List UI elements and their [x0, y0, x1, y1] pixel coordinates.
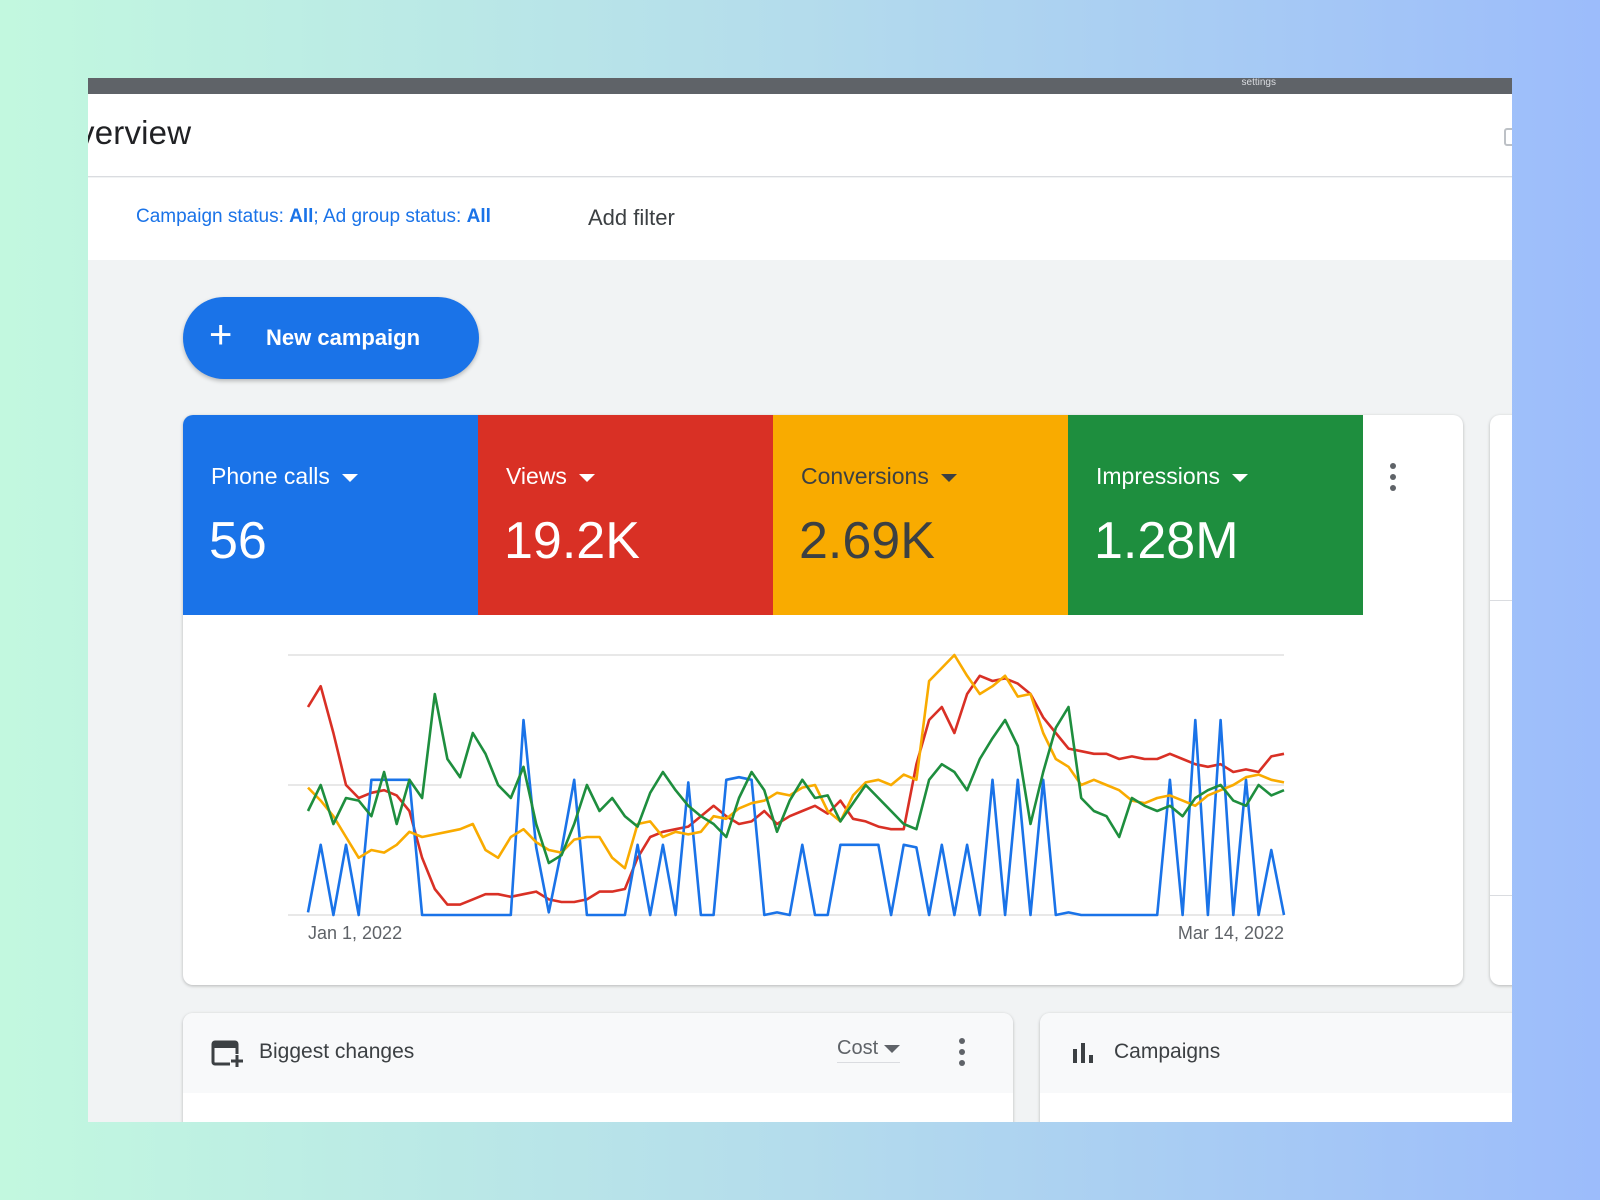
- biggest-changes-card: Biggest changes Cost: [183, 1013, 1013, 1122]
- plus-icon: +: [209, 313, 233, 357]
- bar-chart-icon: [1073, 1043, 1093, 1063]
- metric-tile-impressions[interactable]: Impressions 1.28M: [1068, 415, 1363, 615]
- metric-name[interactable]: Conversions: [801, 463, 957, 490]
- campaign-status-label: Campaign status:: [136, 206, 290, 227]
- new-campaign-label: New campaign: [266, 325, 421, 350]
- more-vert-icon[interactable]: [957, 1038, 967, 1068]
- chevron-down-icon: [578, 473, 595, 482]
- settings-link[interactable]: settings: [1241, 78, 1276, 88]
- expand-icon[interactable]: [1504, 128, 1512, 146]
- metric-name[interactable]: Phone calls: [211, 463, 358, 490]
- filter-separator: ;: [313, 206, 323, 227]
- series-line-2: [307, 653, 1285, 870]
- chart-grid: [288, 654, 1284, 916]
- metric-value: 2.69K: [799, 512, 935, 570]
- x-axis-start-label: Jan 1, 2022: [308, 923, 402, 943]
- metric-name-label: Conversions: [801, 463, 929, 489]
- metric-name[interactable]: Impressions: [1096, 463, 1248, 490]
- performance-chart: Jan 1, 2022 Mar 14, 2022: [288, 653, 1286, 943]
- metric-value: 56: [209, 512, 267, 570]
- calendar-add-icon: [211, 1040, 244, 1068]
- series-line-0: [306, 674, 1285, 906]
- metric-value: 1.28M: [1094, 512, 1239, 570]
- new-campaign-button[interactable]: + New campaign: [183, 297, 479, 379]
- side-card-partial: [1490, 415, 1512, 985]
- metric-name[interactable]: Views: [506, 463, 595, 490]
- metric-tile-phone-calls[interactable]: Phone calls 56: [183, 415, 478, 615]
- biggest-changes-title: Biggest changes: [259, 1040, 415, 1063]
- campaigns-card: Campaigns: [1040, 1013, 1512, 1122]
- app-screen: settings verview Campaign status: All; A…: [88, 78, 1512, 1122]
- status-filter-chip[interactable]: Campaign status: All; Ad group status: A…: [136, 206, 491, 228]
- metric-value: 19.2K: [504, 512, 640, 570]
- chevron-down-icon: [1231, 473, 1248, 482]
- ad-group-status-label: Ad group status:: [322, 206, 467, 227]
- performance-card: Phone calls 56 Views 19.2K Conversions 2…: [183, 415, 1463, 985]
- cost-dropdown[interactable]: Cost: [837, 1037, 901, 1063]
- chart-lines: [306, 653, 1286, 917]
- add-filter-button[interactable]: Add filter: [588, 205, 675, 230]
- chevron-down-icon: [884, 1044, 901, 1053]
- top-toolbar: settings: [88, 78, 1512, 94]
- title-bar: verview: [88, 94, 1512, 177]
- more-vert-icon[interactable]: [1388, 463, 1398, 493]
- metric-name-label: Phone calls: [211, 463, 330, 489]
- filter-bar: Campaign status: All; Ad group status: A…: [88, 178, 1512, 260]
- campaigns-title: Campaigns: [1114, 1040, 1221, 1063]
- page-title: verview: [88, 114, 192, 151]
- metric-name-label: Views: [506, 463, 567, 489]
- ad-group-status-value: All: [466, 206, 491, 227]
- metric-tile-conversions[interactable]: Conversions 2.69K: [773, 415, 1068, 615]
- metric-tile-views[interactable]: Views 19.2K: [478, 415, 773, 615]
- metric-name-label: Impressions: [1096, 463, 1220, 489]
- campaign-status-value: All: [289, 206, 314, 227]
- biggest-changes-header: Biggest changes Cost: [183, 1013, 1013, 1093]
- cost-dropdown-value: Cost: [837, 1037, 879, 1059]
- series-line-3: [306, 692, 1285, 865]
- chevron-down-icon: [940, 473, 957, 482]
- x-axis-end-label: Mar 14, 2022: [1178, 923, 1284, 943]
- chevron-down-icon: [341, 473, 358, 482]
- series-line-1: [306, 718, 1286, 917]
- campaigns-header: Campaigns: [1040, 1013, 1512, 1093]
